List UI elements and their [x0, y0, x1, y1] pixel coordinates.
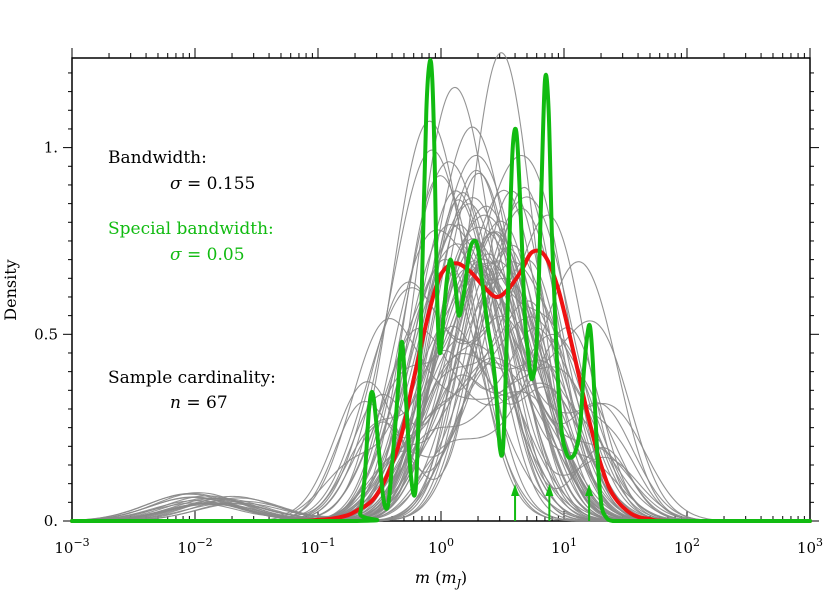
x-tick-label: 10−2	[177, 536, 212, 557]
bootstrap-curves	[71, 52, 810, 522]
kde-series	[70, 58, 812, 524]
sample-markers	[511, 484, 594, 521]
special-bandwidth-heading: Special bandwidth:	[108, 219, 274, 239]
x-tick-label: 10−3	[54, 536, 89, 557]
y-tick-label: 0.5	[34, 325, 58, 343]
x-tick-label: 102	[674, 536, 700, 557]
y-tick-label: 0.	[44, 512, 58, 530]
special-bandwidth-value: σ = 0.05	[170, 245, 245, 265]
x-axis-title: m (mJ)	[415, 568, 467, 590]
marker-arrowhead	[585, 484, 594, 496]
y-axis-title: Density	[1, 259, 20, 320]
y-tick-labels: 0. 0.5 1.	[34, 139, 58, 530]
bandwidth-heading: Bandwidth:	[108, 148, 207, 168]
plot-frame	[71, 57, 811, 522]
y-tick-label: 1.	[44, 139, 58, 157]
bootstrap-curve	[71, 320, 810, 522]
marker-arrowhead	[511, 484, 520, 496]
bandwidth-value: σ = 0.155	[170, 174, 255, 194]
x-tick-label: 100	[428, 536, 454, 557]
sample-cardinality-value: n = 67	[170, 393, 228, 413]
kde-line-green	[70, 58, 812, 524]
x-tick-label: 103	[797, 536, 823, 557]
bootstrap-curve	[71, 52, 810, 522]
kde-line-red	[70, 248, 812, 524]
x-tick-label: 10−1	[300, 536, 335, 557]
x-tick-labels: 10−3 10−2 10−1 100 101 102 103	[54, 536, 823, 557]
x-tick-label: 101	[551, 536, 577, 557]
marker-arrowhead	[545, 484, 554, 496]
sample-cardinality-heading: Sample cardinality:	[108, 368, 276, 388]
bootstrap-curve	[71, 325, 810, 522]
